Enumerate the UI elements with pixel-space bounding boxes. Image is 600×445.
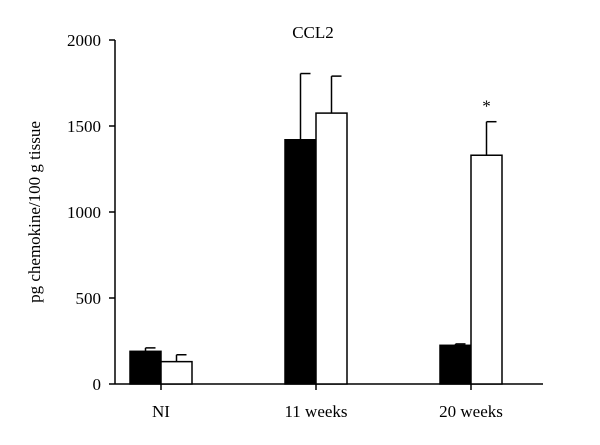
bar-20-weeks-series-2 (470, 154, 503, 385)
bar-11-weeks-series-1 (284, 139, 317, 385)
y-axis-label: pg chemokine/100 g tissue (25, 121, 44, 303)
y-tick-label: 500 (76, 289, 102, 308)
y-ticks: 0 500 1000 1500 2000 (67, 31, 115, 394)
y-tick-label: 2000 (67, 31, 101, 50)
x-ticks: NI 11 weeks 20 weeks (152, 384, 503, 421)
bar-ni-series-1 (129, 350, 162, 385)
bar-11-weeks-series-2 (315, 112, 348, 385)
chart-title: CCL2 (292, 23, 334, 42)
bar-ni-series-2 (160, 360, 193, 385)
x-tick-label: 11 weeks (284, 402, 347, 421)
significance-star: * (482, 97, 491, 116)
x-tick-label: 20 weeks (439, 402, 503, 421)
y-tick-label: 0 (93, 375, 102, 394)
y-tick-label: 1000 (67, 203, 101, 222)
bar-20-weeks-series-1 (439, 344, 472, 385)
y-tick-label: 1500 (67, 117, 101, 136)
x-tick-label: NI (152, 402, 170, 421)
bars (129, 72, 503, 385)
annotations: * (482, 97, 491, 116)
